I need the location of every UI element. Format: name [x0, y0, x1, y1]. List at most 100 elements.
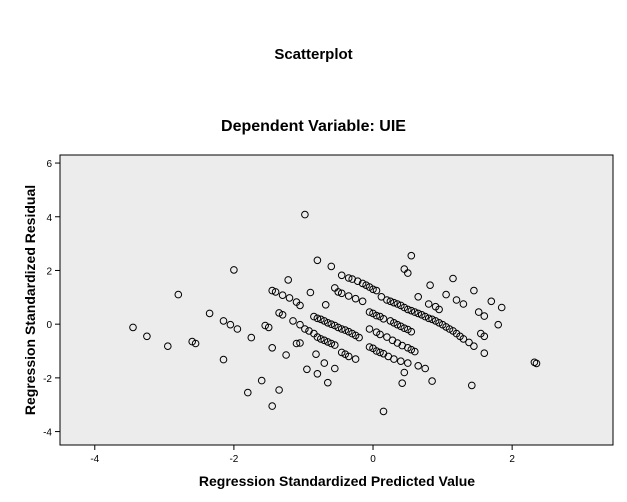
- data-point: [301, 325, 309, 333]
- data-point: [411, 308, 419, 316]
- data-point: [497, 303, 506, 312]
- data-point: [257, 376, 266, 385]
- data-point: [324, 338, 332, 346]
- data-point: [331, 364, 339, 373]
- data-point: [174, 290, 183, 299]
- data-point: [480, 332, 489, 341]
- data-point: [459, 335, 468, 343]
- data-point: [317, 315, 325, 324]
- data-point: [324, 378, 332, 387]
- y-tick-label: 2: [46, 266, 52, 277]
- data-point: [426, 281, 434, 290]
- data-point: [424, 300, 433, 308]
- data-point: [264, 323, 273, 332]
- x-tick-label: -2: [229, 454, 238, 465]
- data-point: [268, 402, 277, 410]
- data-point: [428, 315, 436, 324]
- data-point: [312, 350, 320, 359]
- data-point: [404, 269, 412, 277]
- data-point: [320, 336, 329, 345]
- data-point: [407, 251, 416, 260]
- data-point: [355, 333, 363, 342]
- data-point: [383, 296, 391, 304]
- data-point: [390, 298, 398, 307]
- data-point: [317, 335, 325, 343]
- data-point: [285, 294, 294, 302]
- data-point: [470, 286, 478, 295]
- y-axis-label: Regression Standardized Residual: [22, 185, 38, 415]
- x-axis-label: Regression Standardized Predicted Value: [199, 473, 475, 489]
- data-point: [344, 274, 353, 282]
- data-point: [296, 320, 304, 329]
- data-point: [268, 344, 277, 352]
- data-point: [334, 288, 343, 296]
- data-point: [271, 288, 280, 296]
- x-tick-label: 0: [370, 454, 376, 465]
- data-point: [327, 320, 336, 329]
- data-point: [398, 379, 407, 388]
- data-point: [289, 317, 297, 325]
- data-point: [306, 288, 315, 297]
- data-point: [344, 352, 353, 361]
- data-point: [397, 357, 405, 366]
- data-point: [275, 386, 283, 394]
- data-point: [296, 301, 304, 310]
- data-point: [421, 312, 430, 321]
- data-point: [337, 271, 346, 280]
- data-point: [244, 388, 252, 397]
- data-point: [365, 325, 374, 333]
- data-point: [365, 343, 374, 351]
- data-point: [205, 309, 214, 318]
- data-point: [284, 276, 293, 284]
- data-point: [296, 339, 304, 347]
- data-point: [465, 338, 473, 347]
- data-point: [219, 317, 228, 325]
- data-point: [278, 291, 287, 300]
- data-point: [376, 330, 384, 339]
- data-point: [313, 314, 322, 323]
- data-point: [321, 301, 330, 309]
- data-point: [442, 290, 450, 299]
- data-point: [428, 377, 436, 385]
- y-tick-label: 4: [46, 213, 52, 224]
- data-point: [383, 333, 391, 341]
- data-point: [470, 342, 478, 351]
- data-point: [400, 324, 409, 333]
- data-point: [341, 326, 350, 334]
- data-point: [424, 314, 433, 323]
- data-point: [337, 348, 346, 357]
- x-tick-label: -4: [90, 454, 99, 465]
- data-point: [268, 286, 277, 295]
- data-point: [344, 292, 353, 300]
- data-point: [230, 266, 238, 274]
- data-point: [414, 362, 423, 370]
- data-point: [337, 289, 346, 298]
- data-point: [449, 274, 457, 283]
- x-tick-label: 2: [509, 454, 515, 465]
- data-point: [331, 341, 339, 349]
- data-point: [369, 285, 377, 294]
- data-point: [358, 297, 367, 306]
- data-point: [459, 300, 468, 308]
- data-point: [303, 365, 311, 374]
- data-point: [407, 306, 416, 315]
- data-point: [233, 325, 242, 333]
- data-point: [278, 311, 287, 319]
- data-point: [226, 320, 235, 329]
- data-point: [480, 349, 489, 358]
- data-point: [292, 339, 301, 348]
- data-point: [313, 256, 322, 265]
- data-point: [191, 339, 200, 348]
- data-point: [164, 342, 172, 351]
- data-point: [377, 293, 386, 301]
- data-point: [313, 370, 322, 378]
- data-point: [365, 308, 374, 316]
- data-point: [404, 305, 412, 314]
- data-point: [414, 293, 423, 301]
- data-point: [452, 296, 461, 304]
- data-point: [324, 319, 332, 327]
- data-point: [407, 327, 416, 336]
- data-point: [351, 355, 360, 363]
- data-point: [247, 333, 256, 342]
